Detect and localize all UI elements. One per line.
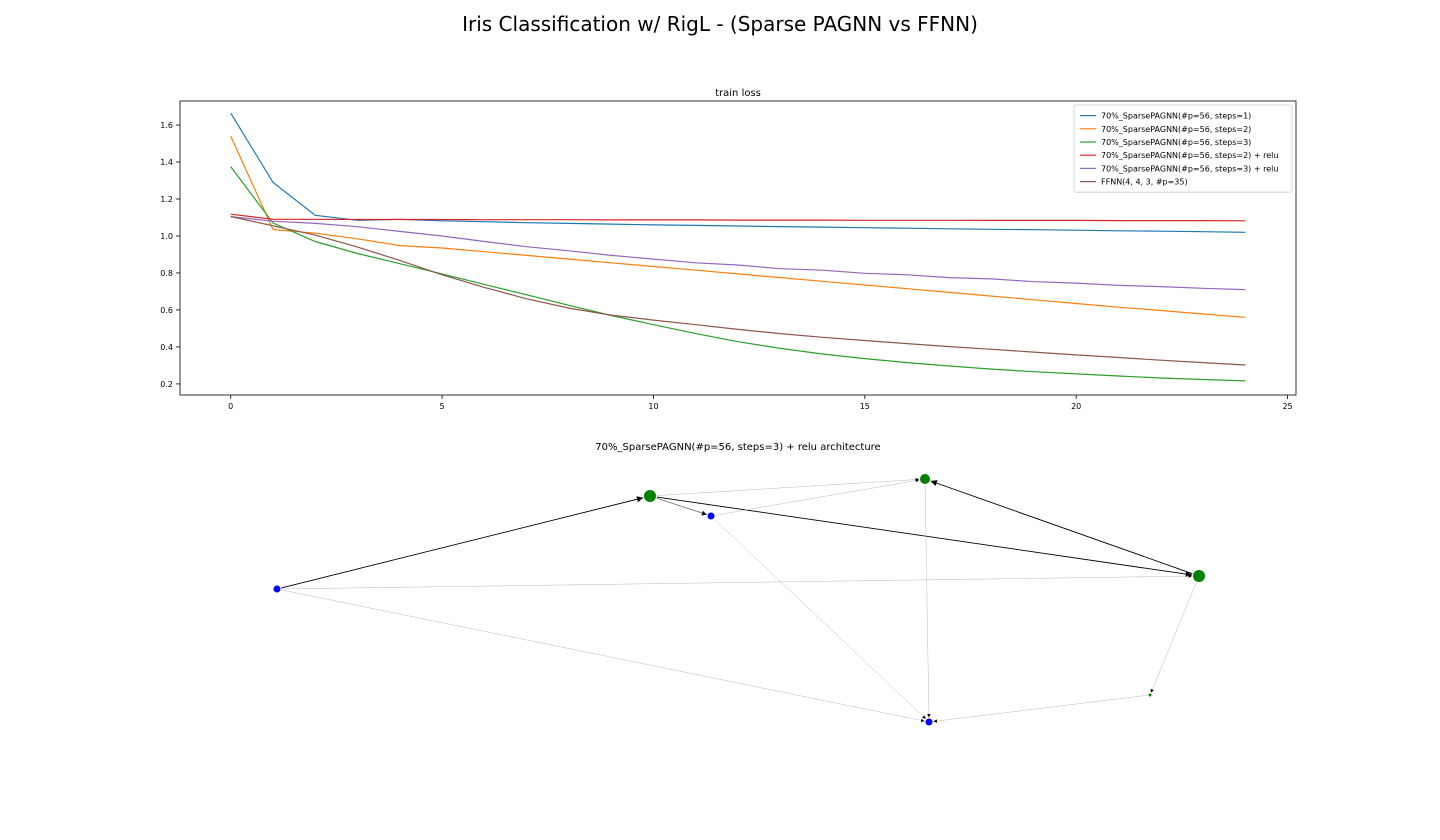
legend-label-5: 70%_SparsePAGNN(#p=56, steps=3) + relu: [1101, 164, 1278, 173]
series-line-2: [230, 135, 1246, 318]
graph-edge-3: [930, 480, 1193, 575]
plot-area-frame: [179, 100, 1297, 396]
x-tick-label: 20: [1071, 402, 1081, 411]
x-tick-label: 25: [1282, 402, 1292, 411]
graph-edge-4: [656, 497, 707, 516]
network-diagram: 70%_SparsePAGNN(#p=56, steps=3) + relu a…: [273, 442, 1205, 726]
y-tick-label: 1.0: [160, 232, 173, 241]
graph-nodes: [273, 474, 1205, 726]
graph-edge-12: [933, 695, 1148, 723]
series-line-6: [230, 216, 1246, 366]
graph-node-n2: [920, 474, 930, 484]
series-line-4: [230, 213, 1246, 222]
chart-title: train loss: [715, 88, 761, 99]
graph-edge-9: [714, 518, 926, 720]
y-tick-label: 0.6: [160, 306, 173, 315]
graph-node-n3: [1193, 570, 1205, 582]
graph-edge-10: [924, 484, 931, 718]
legend-frame: [1073, 104, 1293, 193]
y-tick-label: 0.4: [160, 343, 173, 352]
graph-node-n6: [925, 718, 933, 726]
axis-ticks: 0 5 10 15 20 25 0.2 0.4 0.6 0.8 1.0 1.2 1.4 1.6: [160, 121, 1292, 411]
graph-edge-1: [281, 496, 644, 589]
legend-label-2: 70%_SparsePAGNN(#p=56, steps=2): [1101, 125, 1251, 134]
x-tick-label: 10: [648, 402, 658, 411]
y-tick-label: 0.2: [160, 380, 173, 389]
line-chart: train loss 0 5 10 15 20 25 0.2 0.4 0.6 0.8 1.0 1.2 1…: [160, 88, 1297, 411]
chart-legend: 70%_SparsePAGNN(#p=56, steps=1) 70%_Spars…: [1073, 104, 1293, 193]
graph-title: 70%_SparsePAGNN(#p=56, steps=3) + relu a…: [595, 442, 880, 453]
legend-label-3: 70%_SparsePAGNN(#p=56, steps=3): [1101, 138, 1251, 147]
graph-node-n7: [1148, 693, 1152, 697]
legend-label-4: 70%_SparsePAGNN(#p=56, steps=2) + relu: [1101, 151, 1278, 160]
legend-label-1: 70%_SparsePAGNN(#p=56, steps=1): [1101, 112, 1251, 121]
graph-edge-11: [1150, 582, 1197, 693]
series-line-5: [230, 216, 1246, 291]
x-tick-label: 0: [228, 402, 233, 411]
series-lines: [230, 112, 1246, 382]
graph-edge-2: [656, 496, 1193, 578]
legend-label-6: FFNN(4, 4, 3, #p=35): [1101, 178, 1188, 187]
graph-edges: [281, 477, 1197, 723]
graph-edge-8: [281, 589, 925, 723]
graph-node-n4: [273, 585, 281, 593]
graph-edge-7: [281, 574, 1193, 590]
y-tick-label: 1.2: [160, 195, 173, 204]
y-tick-label: 1.6: [160, 121, 173, 130]
x-tick-label: 15: [860, 402, 870, 411]
series-line-3: [230, 166, 1246, 382]
y-tick-label: 0.8: [160, 269, 173, 278]
x-tick-label: 5: [440, 402, 445, 411]
graph-node-n5: [707, 512, 715, 520]
graph-edge-6: [715, 478, 920, 516]
figure-suptitle: Iris Classification w/ RigL - (Sparse PA…: [462, 12, 978, 36]
y-tick-label: 1.4: [160, 158, 173, 167]
graph-edge-5: [656, 477, 920, 496]
graph-node-n1: [644, 490, 656, 502]
